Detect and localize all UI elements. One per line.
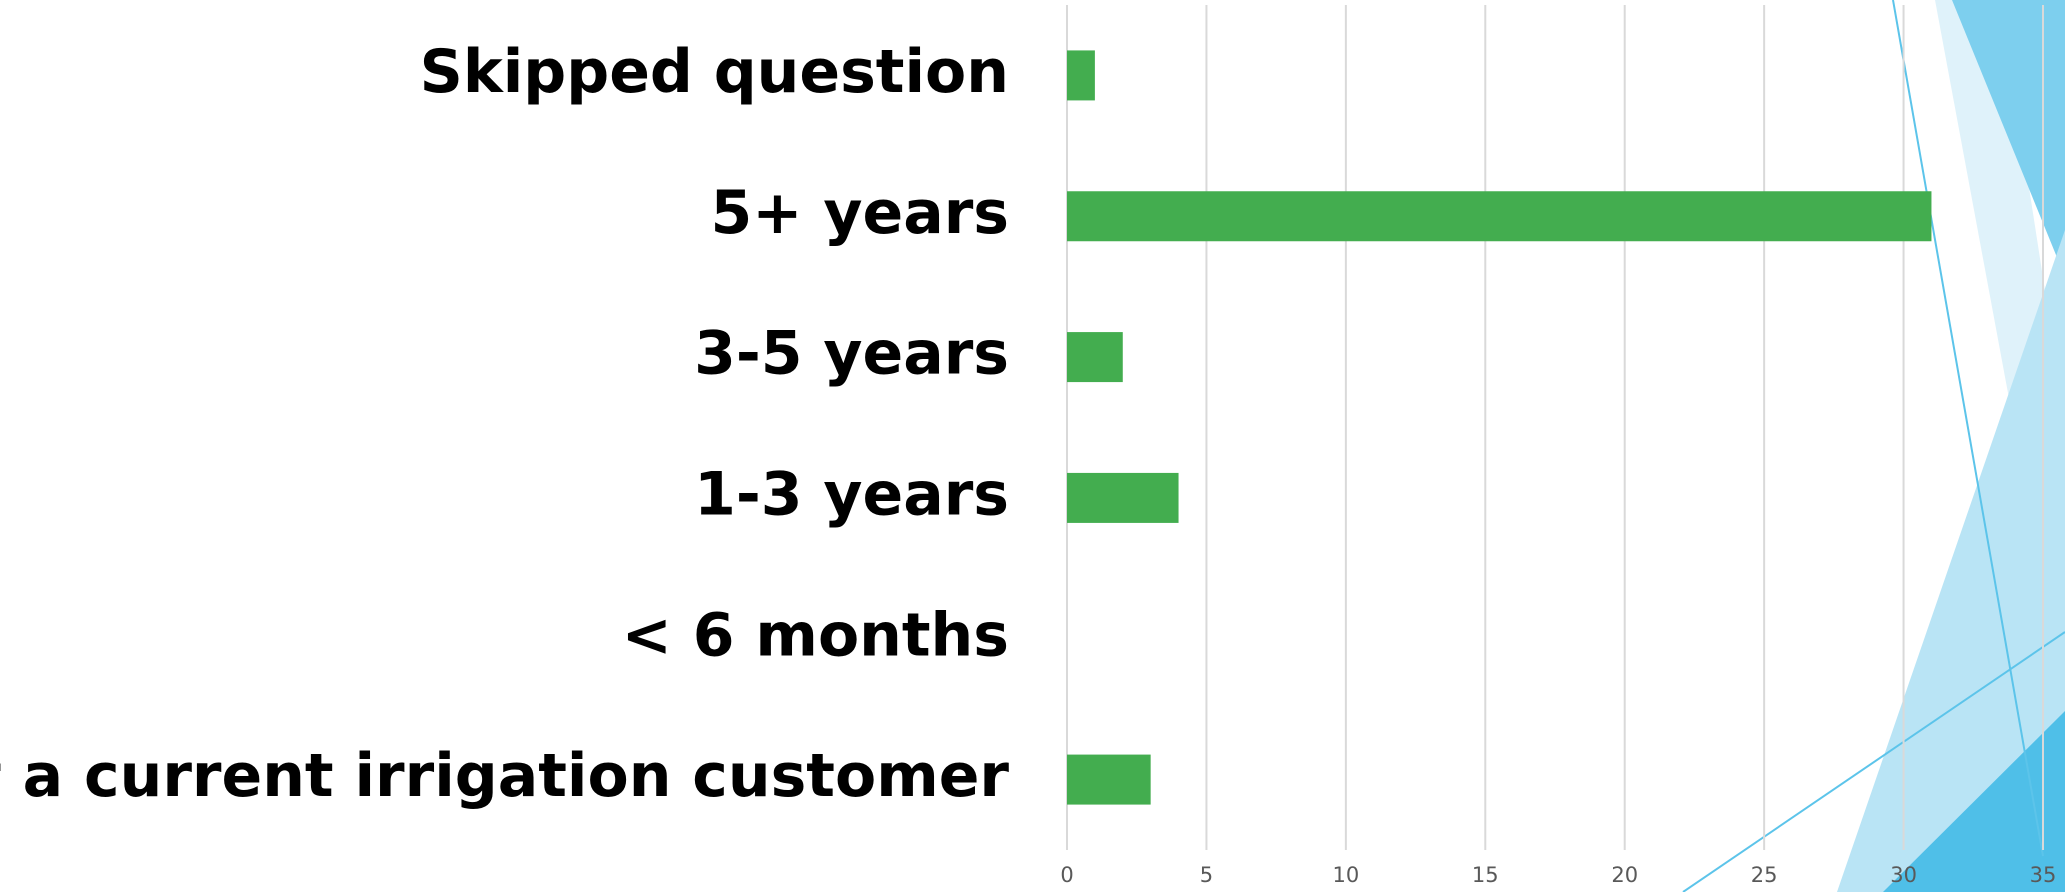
bar: [1067, 50, 1095, 100]
y-tick-label: 1-3 years: [694, 460, 1009, 530]
decoration: [1683, 0, 2065, 892]
x-tick-label: 10: [1332, 863, 1359, 887]
x-tick-label: 30: [1890, 863, 1917, 887]
page: {"chart_data": {"type": "bar", "orientat…: [0, 0, 2065, 892]
bar: [1067, 755, 1151, 805]
chart: 0 5 10 15 20 25 30 35 Skipped question 5+ years 3-…: [0, 0, 2065, 892]
y-tick-label: 3-5 years: [694, 319, 1009, 389]
x-tick-label: 35: [2030, 863, 2057, 887]
y-tick-label: < 6 months: [622, 600, 1009, 670]
x-tick-label: 15: [1472, 863, 1499, 887]
x-tick-label: 20: [1611, 863, 1638, 887]
bar: [1067, 191, 1931, 241]
x-tick-label: 5: [1200, 863, 1213, 887]
x-tick-label: 25: [1751, 863, 1778, 887]
y-tick-label: Not a current irrigation customer: [0, 741, 1009, 811]
bar: [1067, 473, 1179, 523]
x-tick-label: 0: [1060, 863, 1073, 887]
y-tick-label: 5+ years: [710, 178, 1009, 248]
bar: [1067, 332, 1123, 382]
y-tick-label: Skipped question: [420, 37, 1009, 107]
